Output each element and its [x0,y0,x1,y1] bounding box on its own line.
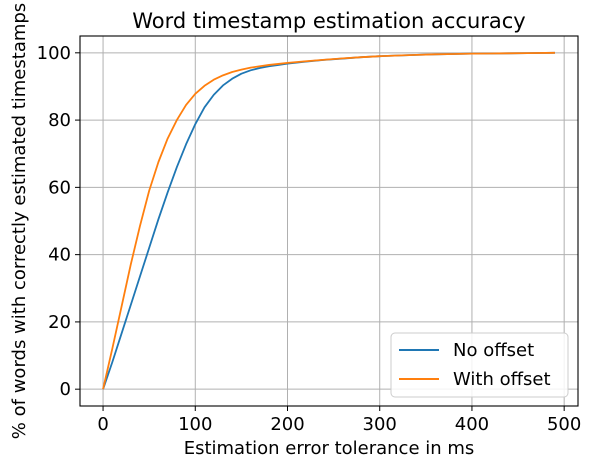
x-axis-label: Estimation error tolerance in ms [184,438,475,459]
legend-label: No offset [453,340,534,361]
grid [80,36,578,406]
y-tick-label: 60 [48,177,71,198]
chart-title: Word timestamp estimation accuracy [132,9,526,33]
x-tick-label: 200 [270,414,304,435]
x-tick-label: 500 [547,414,581,435]
x-tick-label: 0 [97,414,108,435]
y-tick-label: 20 [48,312,71,333]
y-tick-label: 80 [48,110,71,131]
legend-label: With offset [453,369,551,390]
series-line-with-offset [102,51,555,390]
x-tick-label: 300 [363,414,397,435]
axes-frame [79,35,579,407]
y-tick-label: 100 [37,43,71,64]
y-tick-label: 0 [60,379,71,400]
legend: No offset With offset [390,332,569,398]
y-tick-label: 40 [48,245,71,266]
x-tick-label: 400 [455,414,489,435]
y-axis-label: % of words with correctly estimated time… [9,3,30,439]
x-tick-label: 100 [178,414,212,435]
plot-lines [102,51,555,390]
ticks: 0 100 200 300 400 500 0 20 40 60 80 100 [37,43,582,435]
